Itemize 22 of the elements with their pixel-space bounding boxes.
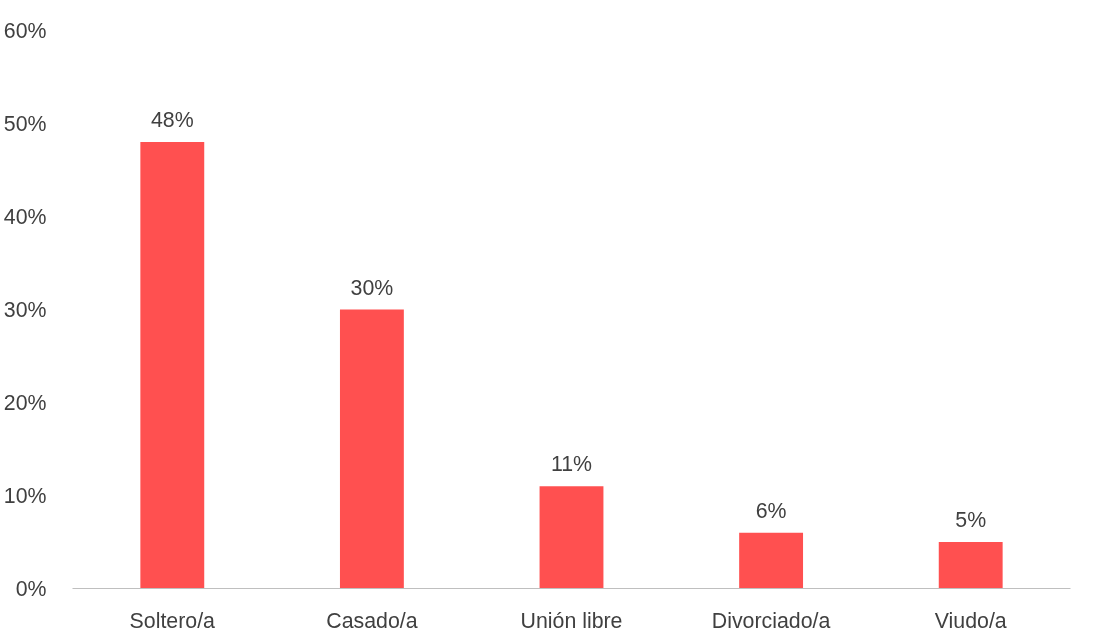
bar	[339, 309, 404, 589]
x-tick-label: Unión libre	[520, 608, 623, 633]
y-tick-label: 50%	[3, 111, 47, 136]
x-tick-label: Casado/a	[326, 608, 418, 633]
data-label: 11%	[550, 452, 593, 477]
bar	[739, 532, 804, 589]
y-tick-label: 10%	[3, 483, 47, 508]
bar	[938, 542, 1003, 589]
bar	[140, 142, 205, 589]
x-tick-label: Viudo/a	[934, 608, 1007, 633]
data-label: 30%	[350, 275, 394, 300]
data-label: 5%	[955, 508, 987, 532]
bar	[539, 486, 604, 589]
y-tick-label: 40%	[3, 204, 47, 229]
data-label: 48%	[150, 108, 194, 133]
y-tick-label: 30%	[3, 297, 47, 322]
x-tick-label: Soltero/a	[129, 608, 216, 633]
y-tick-label: 20%	[3, 390, 47, 415]
y-tick-label: 0%	[15, 576, 47, 601]
x-tick-label: Divorciado/a	[711, 608, 831, 633]
y-tick-label: 60%	[3, 18, 47, 43]
data-label: 6%	[755, 498, 787, 523]
